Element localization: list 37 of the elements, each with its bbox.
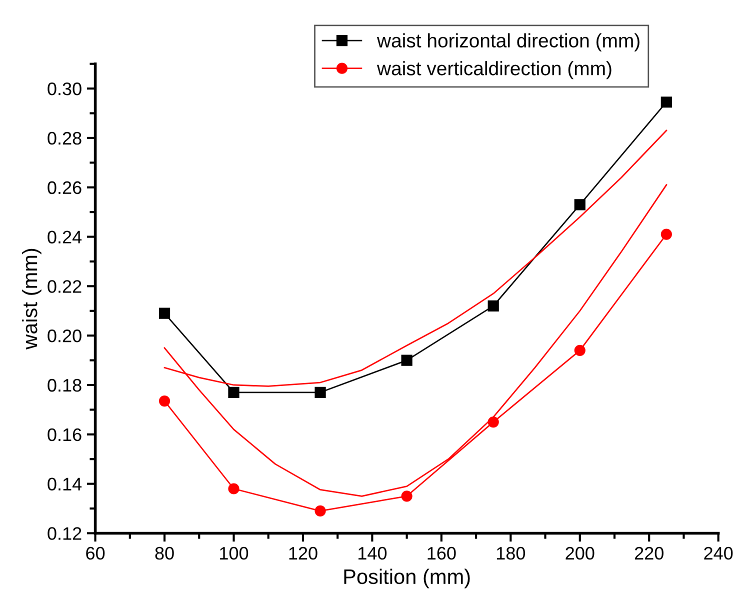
y-tick-label: 0.28 <box>48 132 82 145</box>
point <box>401 354 412 366</box>
point <box>660 96 672 108</box>
x-tick-label: 160 <box>428 546 456 560</box>
x-tick-label: 220 <box>634 546 664 560</box>
y-tick-label: 0.30 <box>48 82 82 96</box>
point <box>228 483 240 494</box>
point <box>401 490 412 502</box>
point <box>574 344 586 356</box>
x-tick-label: 60 <box>86 546 105 560</box>
point <box>488 300 499 312</box>
point <box>314 505 326 517</box>
point <box>574 199 586 210</box>
y-tick-label: 0.22 <box>48 280 82 293</box>
point <box>158 395 170 407</box>
x-tick-label: 240 <box>704 546 733 560</box>
legend-label: waist horizontal direction (mm) <box>376 33 640 52</box>
point <box>158 308 170 319</box>
y-axis-title: waist (mm) <box>22 248 42 350</box>
y-tick-label: 0.20 <box>48 330 82 342</box>
x-tick-label: 200 <box>566 546 594 560</box>
point <box>314 386 326 398</box>
x-tick-label: 180 <box>496 546 526 560</box>
y-tick-label: 0.18 <box>48 378 82 392</box>
x-axis-title: Position (mm) <box>344 568 470 588</box>
x-tick-label: 140 <box>358 546 387 560</box>
legend-label: waist verticaldirection (mm) <box>376 61 612 80</box>
point <box>228 386 240 398</box>
y-tick-label: 0.26 <box>48 181 82 194</box>
x-tick-label: 100 <box>220 546 248 560</box>
x-tick-label: 80 <box>155 546 174 560</box>
x-tick-label: 120 <box>289 546 318 560</box>
y-tick-label: 0.16 <box>48 428 82 442</box>
y-tick-label: 0.14 <box>48 478 82 491</box>
y-tick-label: 0.12 <box>48 527 82 540</box>
y-tick-label: 0.24 <box>48 230 82 244</box>
point <box>660 228 672 240</box>
